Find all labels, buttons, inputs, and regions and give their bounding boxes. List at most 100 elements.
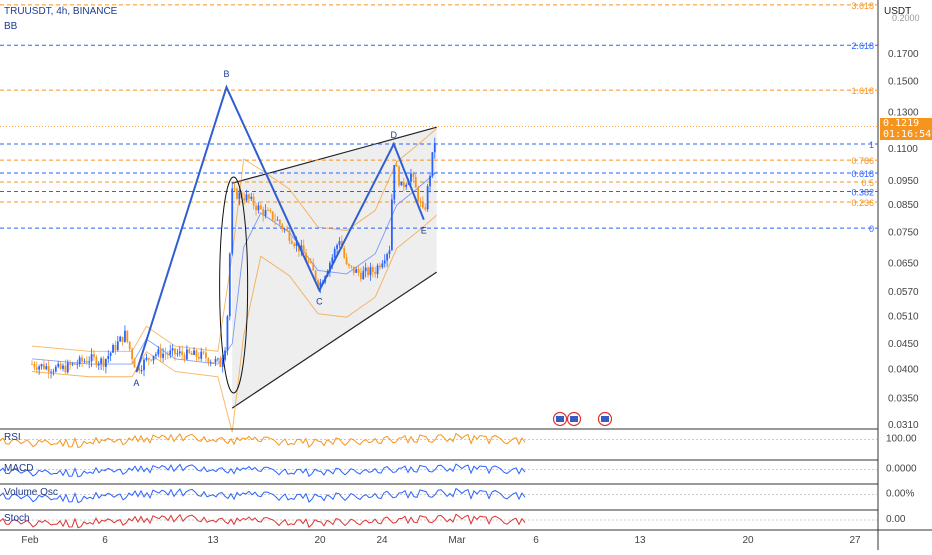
fib-label-1: 1 [869,140,874,150]
candle-body [414,176,417,188]
candle-body [379,265,381,268]
candle-body [176,353,179,355]
candle-body [133,359,136,368]
fib-label-3.618: 3.618 [851,1,874,11]
candle-body [190,353,193,355]
candle-body [245,194,248,201]
candle-body [109,352,112,356]
candle-body [269,210,272,212]
x-tick-Mar: Mar [448,535,466,546]
candle-body [307,260,310,262]
candle-body [388,250,391,255]
y-tick-0.1700: 0.1700 [888,49,919,60]
candle-body [317,279,319,287]
candle-body [290,240,293,244]
candle-body [255,205,257,211]
candle-body [195,350,198,357]
channel-fill [232,127,437,409]
candle-body [171,348,174,351]
candle-body [169,350,172,355]
candle-body [97,363,100,366]
candle-body [371,267,374,272]
symbol-title[interactable]: TRUUSDT, 4h, BINANCE [4,6,118,17]
candle-body [333,248,336,258]
candle-body [145,357,148,360]
x-tick-24: 24 [376,535,388,546]
candle-body [71,363,74,365]
candle-body [88,361,91,363]
y-tick-0.0510: 0.0510 [888,311,919,322]
candle-body [174,348,176,355]
pane-label-macd: MACD [4,463,33,474]
candle-body [138,367,141,372]
candle-body [369,267,372,276]
pane-value-macd: 0.0000 [886,463,917,474]
candle-body [162,353,164,358]
fib-label-0.786: 0.786 [851,156,874,166]
candle-body [367,267,369,276]
pane-line-stoch [0,513,526,529]
candle-body [31,364,33,365]
candle-body [417,187,419,202]
candle-body [81,357,83,362]
fib-label-0: 0 [869,224,874,234]
candle-body [300,245,303,252]
candle-body [329,263,331,272]
candle-body [116,341,119,351]
y-tick-partial: 0.2000 [892,13,920,23]
candle-body [66,362,69,373]
candle-body [271,211,274,220]
candle-body [381,263,384,268]
candle-body [305,252,307,261]
highlight-ellipse [219,176,249,394]
candle-body [159,349,162,358]
candle-body [233,188,236,190]
candle-body [45,366,48,370]
candle-body [52,371,55,373]
candle-body [259,205,262,210]
pattern-point-B: B [223,69,229,79]
candle-body [421,202,424,208]
candle-body [238,192,241,199]
x-tick-Feb: Feb [21,535,39,546]
candle-body [100,358,103,364]
event-flag-icon-fill [601,416,609,422]
pane-line-macd [0,463,526,478]
candle-body [147,357,150,360]
y-tick-0.1100: 0.1100 [888,144,918,155]
pane-value-rsi: 100.00 [886,434,917,445]
candle-body [35,367,38,370]
event-flag-icon-fill [556,416,564,422]
candle-body [286,228,288,231]
channel-lower-line [231,271,438,409]
candle-body [50,371,52,373]
candle-body [228,253,231,317]
y-tick-0.0950: 0.0950 [888,176,919,187]
last-price: 0.1219 [883,118,920,129]
candle-body [345,257,348,264]
candle-body [219,358,222,367]
candle-body [357,269,360,273]
candle-body [95,356,98,366]
candle-body [74,363,76,365]
pane-label-rsi: RSI [4,432,21,443]
candle-body [264,210,267,216]
candle-body [193,350,195,355]
x-tick-20: 20 [314,535,326,546]
candle-body [295,242,298,246]
candle-body [131,349,133,360]
candle-body [224,350,226,360]
indicator-label[interactable]: BB [4,21,18,32]
candle-body [355,269,358,273]
candle-body [121,336,124,342]
candle-body [150,359,153,361]
candle-body [336,244,338,249]
candle-body [178,351,181,354]
candle-body [386,254,389,261]
candle-body [226,316,229,351]
fib-label-0.382: 0.382 [851,187,874,197]
bar-countdown: 01:16:54 [883,129,932,140]
candle-body [331,257,334,264]
